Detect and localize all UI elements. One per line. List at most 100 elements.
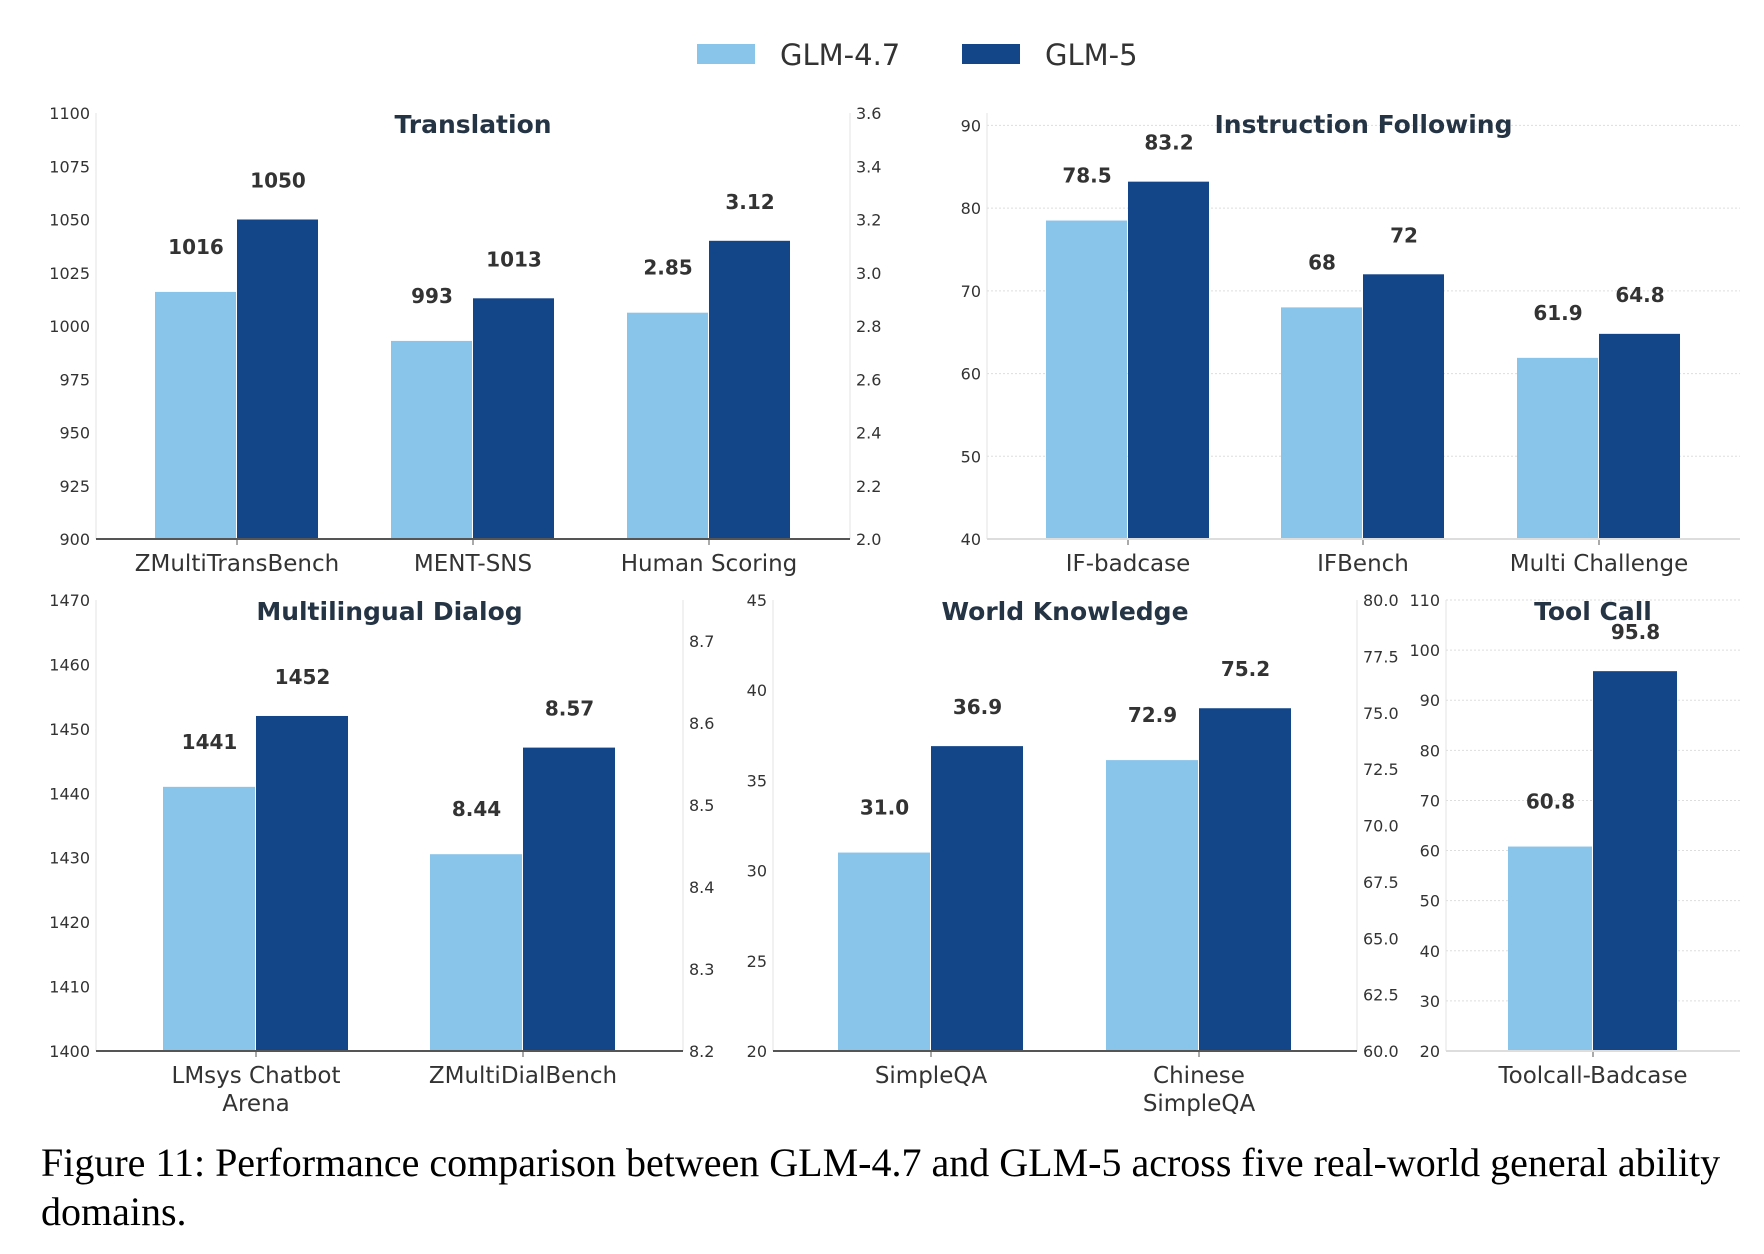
y2-tick-label: 77.5 xyxy=(1363,647,1399,666)
bar-glm-4.7 xyxy=(1508,846,1592,1051)
x-tick-label: MENT-SNS xyxy=(414,551,532,577)
y-tick-label: 925 xyxy=(59,477,90,496)
bar-glm-4.7 xyxy=(163,786,255,1051)
y-tick-label: 900 xyxy=(59,530,90,549)
y2-tick-label: 8.2 xyxy=(689,1042,714,1061)
bar-glm-5 xyxy=(237,219,318,539)
y-tick-label: 100 xyxy=(1409,641,1440,660)
value-label: 60.8 xyxy=(1526,790,1575,814)
y-tick-label: 30 xyxy=(1420,992,1440,1011)
x-tick-label: Human Scoring xyxy=(621,551,798,577)
y-tick-label: 70 xyxy=(961,282,981,301)
bar-glm-5 xyxy=(523,747,615,1051)
bar-glm-4.7 xyxy=(1281,307,1362,539)
y2-tick-label: 65.0 xyxy=(1363,929,1399,948)
value-label: 36.9 xyxy=(953,695,1002,719)
value-label: 78.5 xyxy=(1062,164,1111,188)
bar-glm-5 xyxy=(473,298,554,539)
value-label: 1441 xyxy=(182,730,238,754)
x-tick-label-line: IFBench xyxy=(1317,551,1409,577)
chart-title: World Knowledge xyxy=(941,597,1188,626)
bar-glm-5 xyxy=(709,240,790,540)
bar-glm-5 xyxy=(1199,708,1291,1051)
value-label: 8.57 xyxy=(545,697,594,721)
y-tick-label: 1025 xyxy=(49,264,90,283)
y2-tick-label: 2.0 xyxy=(856,530,881,549)
legend-label: GLM-5 xyxy=(1045,38,1138,72)
panel-translation: 900 925 950 975 1000 1025 1050 1075 1100 2.0 2.2 2.… xyxy=(49,104,881,577)
value-label: 72.9 xyxy=(1128,703,1177,727)
x-tick-label: ZMultiTransBench xyxy=(135,551,339,577)
y-tick-label: 70 xyxy=(1420,791,1440,810)
bar-glm-5 xyxy=(1599,333,1680,539)
value-label: 1452 xyxy=(275,665,331,689)
bar-glm-4.7 xyxy=(627,312,708,539)
value-label: 993 xyxy=(411,284,453,308)
value-label: 95.8 xyxy=(1611,620,1660,644)
y2-tick-label: 2.4 xyxy=(856,424,881,443)
y-tick-label: 30 xyxy=(747,862,767,881)
y2-tick-label: 2.6 xyxy=(856,370,881,389)
x-tick-label-line: ZMultiTransBench xyxy=(135,551,339,577)
value-label: 68 xyxy=(1308,250,1336,274)
chart-title: Multilingual Dialog xyxy=(256,597,522,626)
bar-glm-4.7 xyxy=(155,291,236,539)
legend-swatch xyxy=(697,44,755,64)
y2-tick-label: 72.5 xyxy=(1363,760,1399,779)
y2-tick-label: 8.6 xyxy=(689,714,714,733)
y-tick-label: 50 xyxy=(1420,892,1440,911)
x-tick-label: Chinese SimpleQA xyxy=(1143,1063,1256,1117)
value-label: 75.2 xyxy=(1221,657,1270,681)
figure-caption: Figure 11: Performance comparison betwee… xyxy=(41,1140,1721,1234)
value-label: 3.12 xyxy=(725,190,774,214)
y-tick-label: 40 xyxy=(747,681,767,700)
value-label: 2.85 xyxy=(643,256,692,280)
bar-glm-4.7 xyxy=(1106,760,1198,1051)
y-tick-label: 1420 xyxy=(49,913,90,932)
legend-label: GLM-4.7 xyxy=(780,38,900,72)
chart-title: Instruction Following xyxy=(1215,110,1513,139)
x-tick-label-line: ZMultiDialBench xyxy=(429,1063,617,1089)
y-tick-label: 50 xyxy=(961,447,981,466)
y2-tick-label: 8.5 xyxy=(689,796,714,815)
x-tick-label-line: SimpleQA xyxy=(1143,1091,1256,1117)
value-label: 1050 xyxy=(250,169,306,193)
y-tick-label: 1430 xyxy=(49,849,90,868)
bar-glm-5 xyxy=(256,715,348,1051)
x-tick-label-line: Toolcall-Badcase xyxy=(1497,1063,1687,1089)
y2-tick-label: 3.0 xyxy=(856,264,881,283)
bar-glm-4.7 xyxy=(1517,357,1598,539)
y-tick-label: 1400 xyxy=(49,1042,90,1061)
panel-world-knowledge: 20 25 30 35 40 45 60.0 62.5 65.0 67.5 70.0 72.5 75.0… xyxy=(747,591,1399,1117)
y-tick-label: 1000 xyxy=(49,317,90,336)
value-label: 31.0 xyxy=(860,796,909,820)
y-tick-label: 1460 xyxy=(49,655,90,674)
value-label: 61.9 xyxy=(1533,301,1582,325)
legend-swatch xyxy=(962,44,1020,64)
y-tick-label: 60 xyxy=(1420,842,1440,861)
panel-instruction-following: 40 50 60 70 80 90 Instruction Following 78.5 83.… xyxy=(961,110,1740,577)
y-tick-label: 90 xyxy=(961,116,981,135)
chart-title: Translation xyxy=(394,110,551,139)
y2-tick-label: 60.0 xyxy=(1363,1042,1399,1061)
y2-tick-label: 8.4 xyxy=(689,878,714,897)
y2-tick-label: 8.3 xyxy=(689,960,714,979)
x-tick-label: IF-badcase xyxy=(1066,551,1190,577)
y2-tick-label: 62.5 xyxy=(1363,986,1399,1005)
y-tick-label: 1050 xyxy=(49,211,90,230)
bar-glm-5 xyxy=(1363,274,1444,539)
value-label: 1013 xyxy=(486,247,542,271)
x-tick-label: Toolcall-Badcase xyxy=(1497,1063,1687,1089)
y2-tick-label: 3.4 xyxy=(856,157,881,176)
y-tick-label: 110 xyxy=(1409,591,1440,610)
bar-glm-4.7 xyxy=(430,854,522,1051)
y-tick-label: 40 xyxy=(1420,942,1440,961)
y2-tick-label: 2.2 xyxy=(856,477,881,496)
value-label: 8.44 xyxy=(452,797,501,821)
y-tick-label: 35 xyxy=(747,771,767,790)
y2-tick-label: 67.5 xyxy=(1363,873,1399,892)
y2-tick-label: 70.0 xyxy=(1363,817,1399,836)
y-tick-label: 80 xyxy=(1420,741,1440,760)
